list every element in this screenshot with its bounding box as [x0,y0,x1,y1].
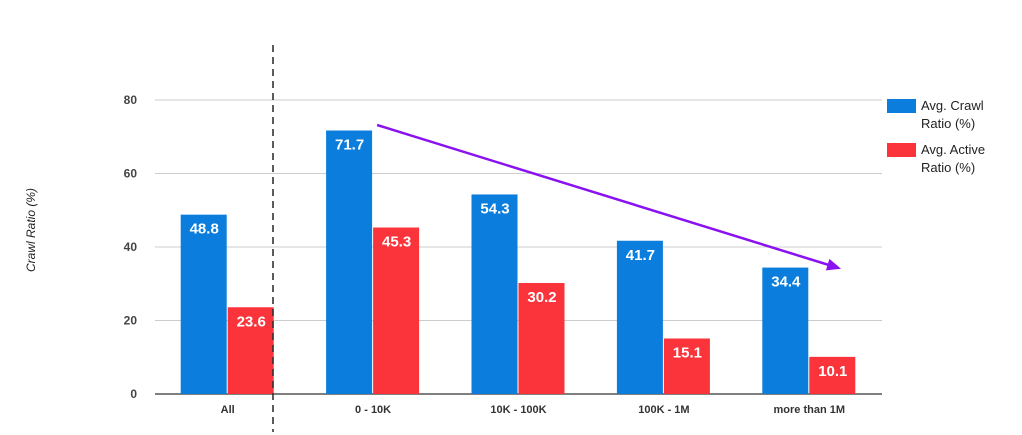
legend: Avg. Crawl Ratio (%) Avg. Active Ratio (%) [887,98,985,175]
bar [762,267,809,394]
y-tick-label: 40 [124,240,138,254]
x-tick-label: 10K - 100K [490,404,546,416]
data-label: 23.6 [237,313,266,330]
y-axis-ticks: 0 20 40 60 80 [124,93,138,401]
legend-label: Ratio (%) [921,116,975,131]
y-tick-label: 0 [130,387,137,401]
bar [227,307,274,394]
y-axis-label: Crawl Ratio (%) [24,188,38,272]
bar [518,283,565,394]
legend-label: Avg. Crawl [921,98,984,113]
data-label: 71.7 [335,137,364,154]
x-tick-label: more than 1M [774,404,846,416]
bar [326,130,373,394]
arrow-line [376,123,836,269]
data-label: 54.3 [480,200,509,217]
x-axis-ticks: All 0 - 10K 10K - 100K 100K - 1M more than 1… [221,404,845,416]
trend-arrow [376,123,842,271]
legend-swatch [887,143,916,157]
legend-label: Ratio (%) [921,160,975,175]
data-label: 30.2 [527,289,556,306]
y-tick-label: 20 [124,314,138,328]
bar [180,214,227,394]
bar [809,356,856,394]
arrow-head [825,258,842,271]
bar [373,227,420,394]
y-tick-label: 80 [124,93,138,107]
data-label: 41.7 [626,247,655,264]
data-label: 34.4 [771,274,801,291]
y-tick-label: 60 [124,167,138,181]
bar [663,338,710,394]
x-tick-label: All [221,404,235,416]
data-label: 45.3 [382,234,411,251]
bar [471,194,518,394]
bar [616,240,663,394]
x-tick-label: 100K - 1M [638,404,689,416]
legend-swatch [887,99,916,113]
data-label: 10.1 [818,363,847,380]
bars: 48.8 23.6 71.7 45.3 54.3 30.2 41.7 15.1 34.4 10.1 [180,130,856,394]
data-label: 48.8 [190,221,219,238]
legend-label: Avg. Active [921,142,985,157]
x-tick-label: 0 - 10K [355,404,391,416]
data-label: 15.1 [673,345,702,362]
